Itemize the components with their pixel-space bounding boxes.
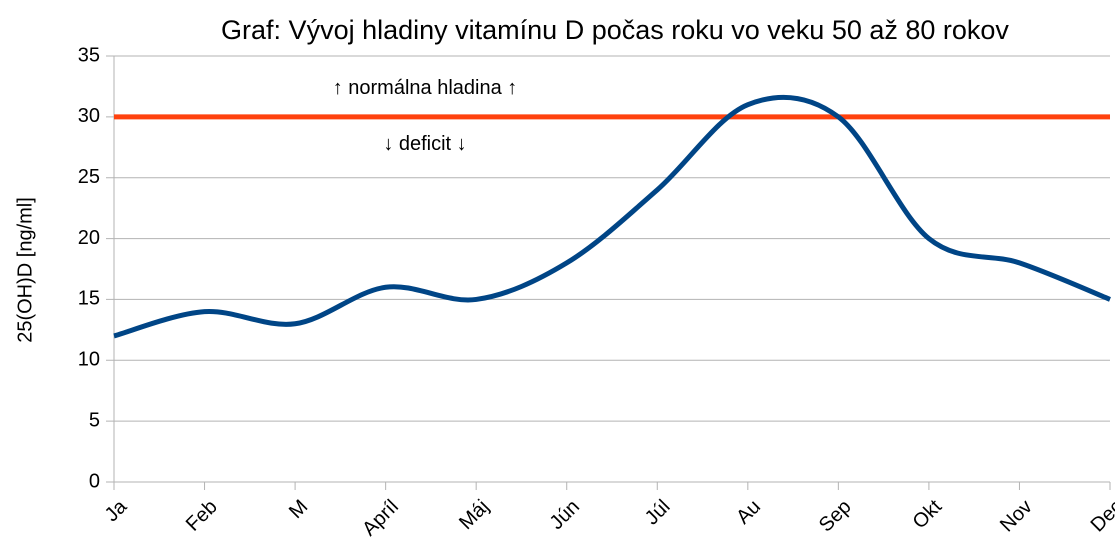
y-axis-label: 25(OH)D [ng/ml] — [14, 197, 36, 343]
x-tick-label: Feb — [182, 496, 222, 536]
x-tick-label: Apríl — [358, 496, 403, 541]
chart-title: Graf: Vývoj hladiny vitamínu D počas rok… — [221, 15, 1009, 45]
data-line — [113, 94, 1111, 339]
x-tick-label: Ja — [101, 495, 132, 526]
y-tick-label: 25 — [78, 166, 100, 188]
y-tick-label: 10 — [78, 349, 100, 371]
x-tick-label: Jún — [546, 496, 584, 534]
annotation: ↓ deficit ↓ — [383, 133, 466, 155]
x-tick-label: Sep — [815, 496, 856, 537]
x-tick-label: Júl — [641, 496, 675, 530]
y-tick-label: 15 — [78, 288, 100, 310]
y-tick-label: 20 — [78, 227, 100, 249]
x-tick-label: Nov — [996, 496, 1037, 537]
x-tick-label: Dec — [1087, 496, 1115, 537]
y-tick-label: 5 — [89, 409, 100, 431]
y-tick-label: 35 — [78, 44, 100, 66]
x-tick-label: Máj — [455, 496, 493, 534]
y-tick-label: 0 — [89, 470, 100, 492]
x-tick-label: M — [285, 496, 312, 523]
y-tick-label: 30 — [78, 105, 100, 127]
x-tick-label: Okt — [909, 495, 947, 533]
x-tick-label: Au — [732, 496, 765, 529]
annotation: ↑ normálna hladina ↑ — [333, 77, 518, 99]
